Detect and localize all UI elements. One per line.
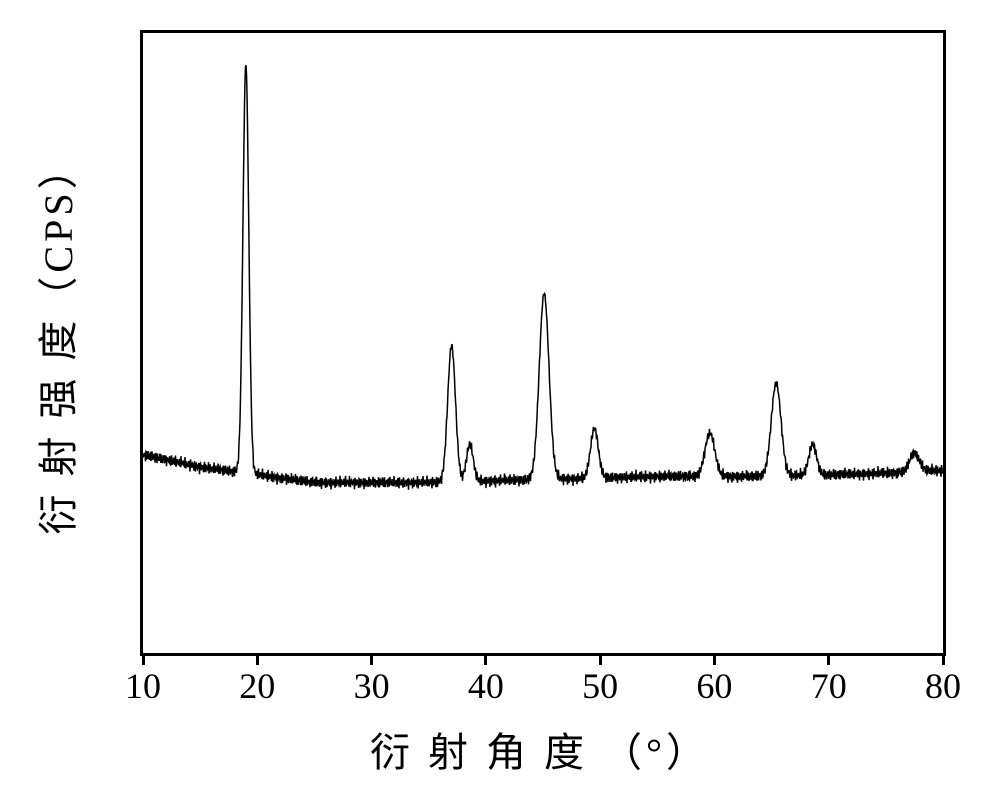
x-axis-label: 衍 射 角 度 （°） [370,720,710,778]
plot-frame: 1020304050607080 [140,30,946,656]
x-tick-label: 20 [239,665,275,707]
x-tick [827,653,830,665]
x-tick-label: 40 [468,665,504,707]
x-tick-label: 10 [125,665,161,707]
x-tick [713,653,716,665]
x-tick [484,653,487,665]
x-tick [942,653,945,665]
x-tick-label: 60 [696,665,732,707]
x-tick [142,653,145,665]
x-tick [370,653,373,665]
x-tick-label: 30 [354,665,390,707]
xrd-figure: 1020304050607080 衍 射 强 度（CPS） 衍 射 角 度 （°… [0,0,1000,794]
x-tick [256,653,259,665]
y-axis-label: 衍 射 强 度（CPS） [26,145,84,534]
x-tick-label: 50 [582,665,618,707]
x-tick [599,653,602,665]
xrd-spectrum-line [143,33,943,653]
x-tick-label: 80 [925,665,961,707]
x-tick-label: 70 [811,665,847,707]
